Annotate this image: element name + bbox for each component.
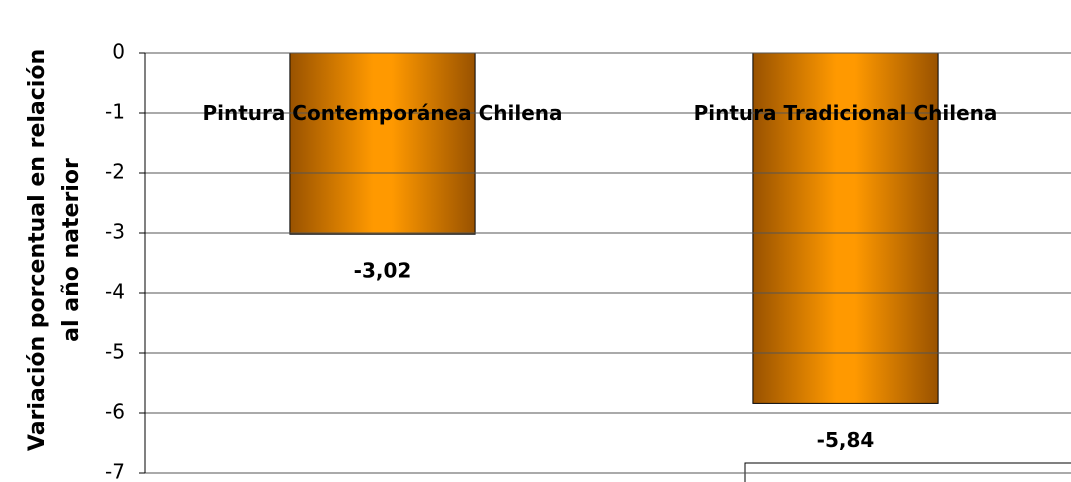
y-tick-label: 0 (112, 40, 125, 64)
y-tick-label: -1 (105, 100, 125, 124)
bar (752, 52, 939, 404)
y-tick-label: -7 (105, 460, 125, 482)
y-axis-label: al año naterior (59, 158, 84, 342)
y-tick-label: -5 (105, 340, 125, 364)
category-label: Pintura Contemporánea Chilena (202, 101, 563, 125)
y-tick-label: -6 (105, 400, 125, 424)
y-axis-label: Variación porcentual en relación (25, 49, 50, 451)
y-tick-label: -2 (105, 160, 125, 184)
y-tick-label: -3 (105, 220, 125, 244)
bar (289, 52, 476, 235)
data-label: -5,84 (817, 428, 875, 452)
category-label: Pintura Tradicional Chilena (693, 101, 998, 125)
y-tick-label: -4 (105, 280, 125, 304)
data-label: -3,02 (354, 259, 412, 283)
